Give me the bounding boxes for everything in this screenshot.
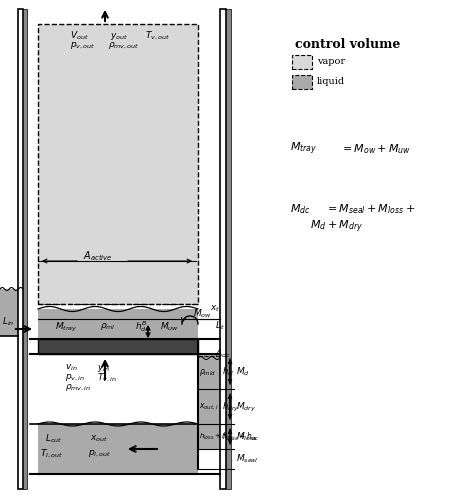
Text: $y_{in}$: $y_{in}$ (97, 362, 110, 373)
Bar (292, 75, 312, 89)
Text: $h_{loss}+h_{ac}$: $h_{loss}+h_{ac}$ (199, 432, 234, 442)
Text: $L_t$: $L_t$ (215, 320, 225, 332)
Text: $= M_{seal} + M_{loss}+$: $= M_{seal} + M_{loss}+$ (325, 202, 415, 216)
Text: $M_{tray}$: $M_{tray}$ (290, 141, 317, 157)
Bar (226, 9, 231, 489)
Text: $M_{uw}$: $M_{uw}$ (160, 321, 179, 333)
Text: $M_{loss}$: $M_{loss}$ (236, 431, 258, 443)
Text: $h^B_d$: $h^B_d$ (135, 320, 147, 335)
Text: $h_{dry}$: $h_{dry}$ (222, 401, 239, 414)
Bar (0, 289, 23, 336)
Text: $p_{l,out}$: $p_{l,out}$ (88, 449, 111, 460)
Bar (23, 9, 27, 489)
Bar (18, 9, 23, 489)
Bar (38, 339, 198, 354)
Text: $h_{loss}+h_{ac}$: $h_{loss}+h_{ac}$ (222, 431, 260, 443)
Text: $\rho_{mld}$: $\rho_{mld}$ (199, 366, 216, 377)
Text: $A_{dc}$: $A_{dc}$ (215, 348, 231, 360)
Text: $M_{seal}$: $M_{seal}$ (236, 453, 258, 465)
Text: $M_{dry}$: $M_{dry}$ (236, 401, 256, 414)
Text: $x_t$: $x_t$ (210, 304, 220, 314)
Bar (220, 9, 226, 489)
Bar (38, 424, 198, 474)
Text: $h_{cl}$: $h_{cl}$ (222, 366, 234, 378)
Text: $A_{active}$: $A_{active}$ (83, 249, 113, 263)
Text: $M_{tray}$: $M_{tray}$ (55, 321, 78, 334)
Text: vapor: vapor (317, 57, 345, 67)
Bar (38, 309, 198, 339)
Text: $T_{v,out}$: $T_{v,out}$ (145, 30, 170, 42)
Text: $\rho_{mv,in}$: $\rho_{mv,in}$ (65, 383, 91, 394)
Text: $v_{in}$: $v_{in}$ (65, 363, 78, 373)
Text: $T_{v,in}$: $T_{v,in}$ (97, 372, 117, 384)
Text: $M_{dc}$: $M_{dc}$ (290, 202, 310, 216)
Text: $M_d  +  M_{dry}$: $M_d + M_{dry}$ (310, 219, 363, 235)
Text: $M_d$: $M_d$ (236, 366, 250, 378)
Text: $p_{v,out}$: $p_{v,out}$ (70, 41, 95, 51)
Text: $\rho_{ml}$: $\rho_{ml}$ (100, 322, 116, 333)
Text: $p_{v,in}$: $p_{v,in}$ (65, 372, 85, 384)
Text: $L_{in}$: $L_{in}$ (2, 316, 14, 328)
Text: $= M_{ow} + M_{uw}$: $= M_{ow} + M_{uw}$ (340, 142, 411, 156)
Bar (198, 354, 220, 449)
Text: $V_{out}$: $V_{out}$ (70, 30, 89, 42)
Text: $T_{l,out}$: $T_{l,out}$ (40, 448, 63, 460)
Text: $y_{out}$: $y_{out}$ (110, 31, 128, 41)
Bar (292, 55, 312, 69)
Text: $\rho_{mv,out}$: $\rho_{mv,out}$ (108, 41, 139, 51)
Text: $M_{ow}$: $M_{ow}$ (193, 308, 212, 320)
Bar (38, 24, 198, 304)
Text: $L_{out}$: $L_{out}$ (45, 433, 63, 445)
Text: control volume: control volume (295, 37, 401, 50)
Text: $x_{out}$: $x_{out}$ (90, 434, 108, 444)
Text: $x_{out,l}$: $x_{out,l}$ (199, 402, 219, 412)
Text: liquid: liquid (317, 78, 345, 87)
